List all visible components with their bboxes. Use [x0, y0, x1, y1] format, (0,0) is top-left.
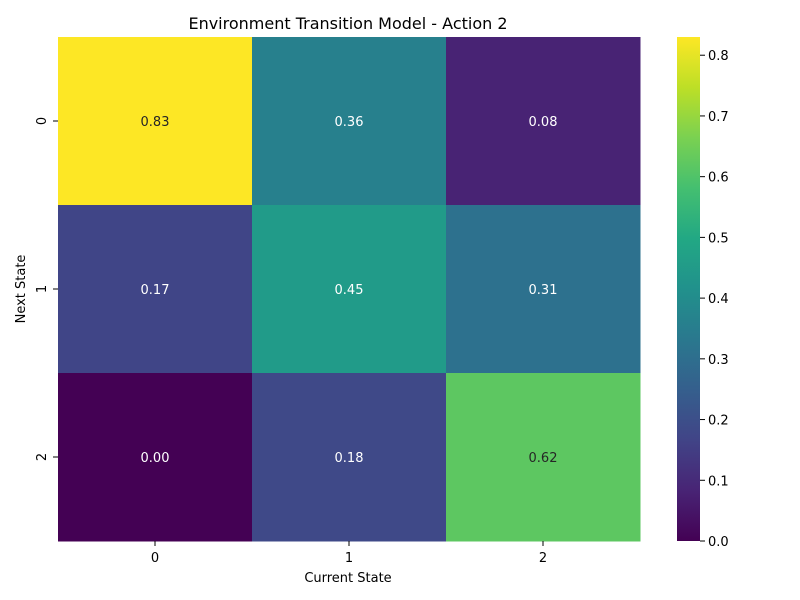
x-tick-label-1: 1	[345, 551, 353, 566]
heatmap-cell-r1-c1	[252, 205, 447, 374]
heatmap-cell-r2-c2	[446, 373, 641, 542]
x-axis: 0 1 2	[151, 541, 547, 566]
colorbar-tick-label-8: 0.8	[708, 49, 729, 64]
cell-value-label-r0-c0: 0.83	[141, 115, 170, 130]
heatmap-cell-r0-c2	[446, 37, 641, 206]
heatmap-cells: 0.83 0.36 0.08 0.17 0.45 0.31 0.00 0.18 0.62	[58, 37, 641, 542]
colorbar-tick-label-7: 0.7	[708, 110, 729, 125]
heatmap-cell-r0-c1	[252, 37, 447, 206]
x-tick-label-0: 0	[151, 551, 159, 566]
x-tick-label-2: 2	[539, 551, 547, 566]
y-axis: 0 1 2	[35, 117, 58, 461]
x-axis-label: Current State	[304, 571, 391, 586]
heatmap-cell-r1-c0	[58, 205, 253, 374]
y-tick-label-1: 1	[35, 285, 50, 293]
cell-value-label-r2-c2: 0.62	[529, 451, 558, 466]
cell-value-label-r2-c0: 0.00	[141, 451, 170, 466]
colorbar: 0.0 0.1 0.2 0.3 0.4 0.5 0.6 0.7 0.8	[677, 37, 729, 550]
cell-value-label-r2-c1: 0.18	[335, 451, 364, 466]
cell-value-label-r1-c1: 0.45	[335, 283, 364, 298]
chart-title: Environment Transition Model - Action 2	[188, 14, 507, 33]
colorbar-tick-label-0: 0.0	[708, 535, 729, 550]
heatmap-cell-r0-c0	[58, 37, 253, 206]
colorbar-tick-label-2: 0.2	[708, 414, 729, 429]
colorbar-tick-label-4: 0.4	[708, 292, 729, 307]
cell-value-label-r1-c0: 0.17	[141, 283, 170, 298]
cell-value-label-r0-c2: 0.08	[529, 115, 558, 130]
colorbar-tick-label-3: 0.3	[708, 353, 729, 368]
colorbar-gradient	[677, 37, 700, 541]
cell-value-label-r1-c2: 0.31	[529, 283, 558, 298]
heatmap-cell-r2-c1	[252, 373, 447, 542]
colorbar-tick-label-1: 0.1	[708, 474, 729, 489]
heatmap-cell-r2-c0	[58, 373, 253, 542]
colorbar-tick-label-6: 0.6	[708, 171, 729, 186]
y-tick-label-2: 2	[35, 453, 50, 461]
cell-value-label-r0-c1: 0.36	[335, 115, 364, 130]
y-tick-label-0: 0	[35, 117, 50, 125]
colorbar-tick-label-5: 0.5	[708, 231, 729, 246]
y-axis-label: Next State	[14, 255, 29, 324]
heatmap-cell-r1-c2	[446, 205, 641, 374]
